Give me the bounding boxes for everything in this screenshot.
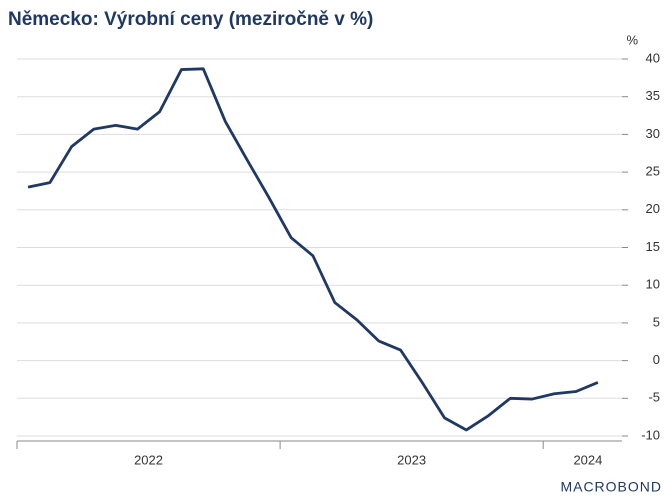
source-logo: MACROBOND xyxy=(560,479,662,495)
unit-label: % xyxy=(626,32,638,47)
y-tick-label: 15 xyxy=(646,239,660,254)
chart-title: Německo: Výrobní ceny (meziročně v %) xyxy=(8,9,373,30)
y-tick-label: -10 xyxy=(641,427,660,442)
y-tick-label: 5 xyxy=(653,314,660,329)
y-tick-label: -5 xyxy=(648,390,660,405)
y-tick-label: 25 xyxy=(646,164,660,179)
y-tick-label: 35 xyxy=(646,88,660,103)
x-tick-label: 2022 xyxy=(134,452,163,467)
y-tick-label: 30 xyxy=(646,126,660,141)
y-tick-label: 20 xyxy=(646,201,660,216)
y-tick-label: 40 xyxy=(646,50,660,65)
x-tick-label: 2024 xyxy=(573,452,602,467)
x-tick-label: 2023 xyxy=(397,452,426,467)
y-tick-label: 0 xyxy=(653,352,660,367)
y-tick-label: 10 xyxy=(646,277,660,292)
series-line xyxy=(27,67,599,432)
